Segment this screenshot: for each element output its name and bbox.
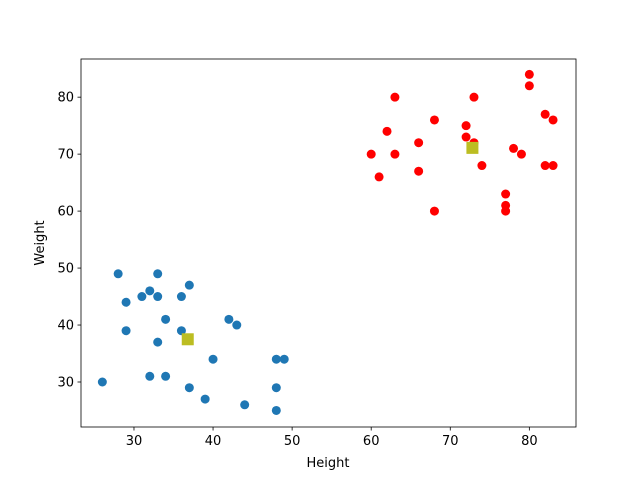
x-tick-label: 30	[126, 434, 143, 449]
x-tick-label: 70	[442, 434, 459, 449]
scatter-point	[382, 126, 392, 136]
scatter-point	[145, 286, 155, 296]
scatter-point	[113, 269, 123, 279]
scatter-point	[548, 115, 558, 125]
scatter-point	[145, 371, 155, 381]
scatter-point	[366, 149, 376, 159]
x-tick-label: 60	[363, 434, 380, 449]
scatter-point	[271, 354, 281, 364]
scatter-point	[374, 172, 384, 182]
scatter-point	[153, 292, 163, 302]
scatter-point	[461, 132, 471, 142]
scatter-point	[240, 400, 250, 410]
scatter-point	[271, 405, 281, 415]
x-axis-label: Height	[307, 456, 350, 471]
centroid-marker	[181, 333, 194, 346]
scatter-point	[524, 69, 534, 79]
scatter-point	[509, 143, 519, 153]
scatter-point	[176, 326, 186, 336]
y-axis-label: Weight	[33, 220, 48, 265]
scatter-point	[208, 354, 218, 364]
scatter-point	[137, 292, 147, 302]
scatter-point	[540, 109, 550, 119]
scatter-point	[121, 326, 131, 336]
scatter-point	[548, 161, 558, 171]
centroid-marker	[466, 141, 479, 154]
scatter-point	[97, 377, 107, 387]
scatter-point	[184, 280, 194, 290]
x-tick-label: 50	[284, 434, 301, 449]
scatter-point	[524, 81, 534, 91]
scatter-point	[540, 161, 550, 171]
scatter-point	[469, 92, 479, 102]
scatter-point	[176, 292, 186, 302]
scatter-point	[429, 206, 439, 216]
scatter-point	[390, 92, 400, 102]
scatter-point	[161, 314, 171, 324]
x-tick-label: 40	[205, 434, 222, 449]
scatter-point	[184, 383, 194, 393]
y-tick-label: 40	[57, 319, 74, 334]
scatter-point	[477, 161, 487, 171]
scatter-point	[224, 314, 234, 324]
x-tick-label: 80	[521, 434, 538, 449]
scatter-point	[153, 337, 163, 347]
y-tick-label: 50	[57, 262, 74, 277]
scatter-point	[121, 297, 131, 307]
y-tick-label: 30	[57, 375, 74, 390]
scatter-point	[414, 138, 424, 148]
scatter-point	[501, 189, 511, 199]
scatter-point	[461, 121, 471, 131]
scatter-point	[271, 383, 281, 393]
y-tick-label: 60	[57, 205, 74, 220]
scatter-point	[390, 149, 400, 159]
scatter-point	[153, 269, 163, 279]
scatter-point	[414, 166, 424, 176]
y-tick-label: 70	[57, 148, 74, 163]
scatter-point	[161, 371, 171, 381]
scatter-point	[429, 115, 439, 125]
scatter-point	[279, 354, 289, 364]
scatter-point	[516, 149, 526, 159]
y-tick-label: 80	[57, 91, 74, 106]
plot-frame	[80, 58, 577, 428]
scatter-point	[501, 206, 511, 216]
scatter-point	[200, 394, 210, 404]
scatter-point	[232, 320, 242, 330]
